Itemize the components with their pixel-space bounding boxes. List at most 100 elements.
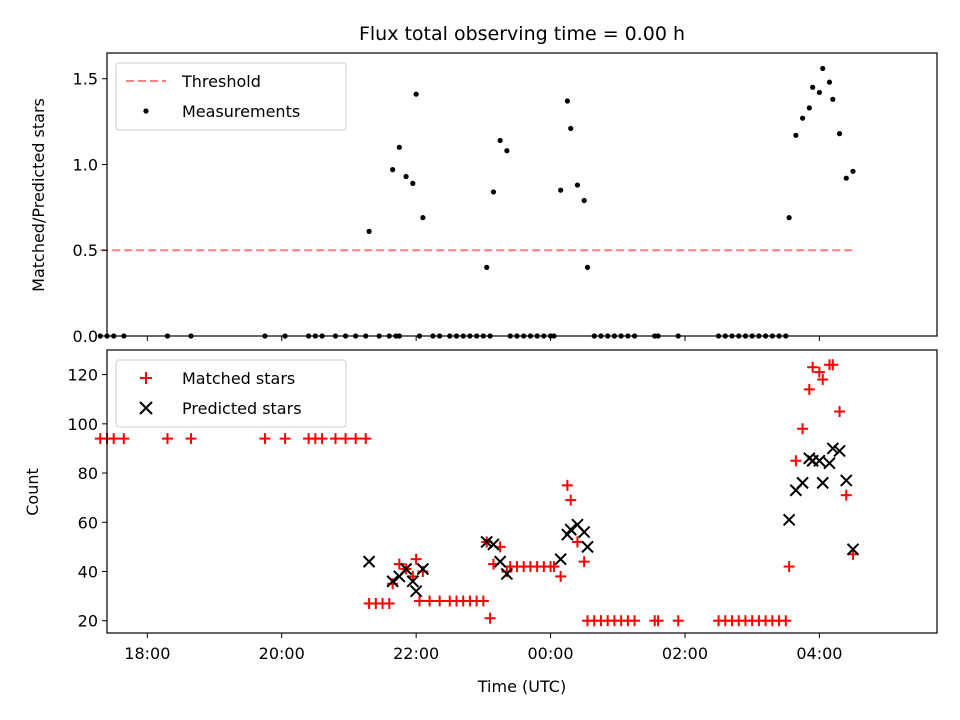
measurement-point <box>410 180 416 186</box>
top-y-tick-label: 1.0 <box>73 155 98 174</box>
bottom-x-tick-label: 18:00 <box>124 644 170 663</box>
measurement-point <box>396 144 402 150</box>
matched-star-point <box>484 612 496 624</box>
matched-star-point <box>360 433 372 445</box>
predicted-star-point <box>816 476 829 490</box>
top-y-tick-label: 0.0 <box>73 327 98 346</box>
measurement-point <box>793 132 799 138</box>
predicted-star-point <box>409 584 423 598</box>
bottom-y-tick-label: 60 <box>78 513 98 532</box>
predicted-star-point <box>796 476 809 490</box>
bottom-x-ticks: 18:00 20:00 22:00 00:00 02:00 04:00 <box>124 633 842 663</box>
measurement-point <box>806 105 812 111</box>
matched-star-point <box>813 366 825 378</box>
matched-star-point <box>161 433 173 445</box>
matched-star-point <box>548 561 560 573</box>
matched-star-point <box>393 558 405 570</box>
legend-matched-swatch <box>140 372 152 384</box>
predicted-star-point <box>782 513 796 527</box>
matched-star-point <box>340 433 352 445</box>
bottom-x-tick-label: 00:00 <box>528 644 574 663</box>
top-y-tick-label: 1.5 <box>73 70 98 89</box>
matched-star-point <box>629 615 641 627</box>
bottom-legend: Matched stars Predicted stars <box>115 359 347 428</box>
measurement-point <box>816 89 822 96</box>
top-y-tick-label: 0.5 <box>73 241 98 260</box>
bottom-x-tick-label: 02:00 <box>662 644 708 663</box>
matched-star-point <box>477 595 489 607</box>
top-legend: Threshold Measurements <box>115 62 347 131</box>
measurement-point <box>558 187 564 193</box>
matched-star-point <box>561 479 573 491</box>
matched-star-point <box>316 433 328 445</box>
predicted-star-point <box>493 555 507 568</box>
bottom-y-axis-label: Count <box>23 468 42 516</box>
measurement-point <box>484 264 490 270</box>
predicted-star-point <box>846 543 860 556</box>
measurement-point <box>786 215 792 221</box>
matched-star-point <box>797 423 809 435</box>
measurement-point <box>497 137 503 144</box>
matched-star-point <box>350 433 362 445</box>
measurement-point <box>584 264 591 270</box>
measurement-point <box>574 182 581 188</box>
matched-star-point <box>652 615 664 627</box>
measurement-point <box>581 197 587 204</box>
matched-star-point <box>383 597 395 609</box>
top-y-axis-label: Matched/Predicted stars <box>29 98 48 292</box>
bottom-plot-marks <box>94 359 860 627</box>
legend-predicted-label: Predicted stars <box>182 399 302 418</box>
legend-measurements-label: Measurements <box>182 102 300 121</box>
bottom-x-axis-label: Time (UTC) <box>477 677 566 696</box>
matched-star-point <box>434 595 446 607</box>
bottom-x-tick-label: 20:00 <box>259 644 305 663</box>
measurement-point <box>826 79 833 85</box>
measurement-point <box>820 65 826 72</box>
bottom-y-tick-label: 100 <box>67 415 98 434</box>
bottom-y-tick-label: 120 <box>67 366 98 385</box>
predicted-star-point <box>564 523 577 536</box>
bottom-y-tick-label: 40 <box>78 562 98 581</box>
top-y-ticks: 0.0 0.5 1.0 1.5 <box>73 70 107 346</box>
bottom-y-tick-label: 80 <box>78 464 98 483</box>
measurement-point <box>564 98 570 104</box>
matched-star-point <box>672 615 684 627</box>
bottom-x-tick-label: 04:00 <box>796 644 842 663</box>
matched-star-point <box>817 374 829 386</box>
measurement-point <box>490 189 497 195</box>
measurement-point <box>97 333 103 339</box>
measurement-point <box>413 91 419 97</box>
matched-star-point <box>780 615 792 627</box>
legend-matched-label: Matched stars <box>182 369 295 388</box>
measurement-point <box>420 215 426 221</box>
bottom-legend-box <box>115 359 347 428</box>
matched-star-point <box>807 361 819 373</box>
measurement-point <box>850 168 856 174</box>
predicted-star-point <box>833 444 846 458</box>
predicted-star-point <box>500 567 514 581</box>
matched-star-point <box>571 536 583 548</box>
predicted-star-point <box>554 552 567 566</box>
matched-star-point <box>279 433 291 445</box>
legend-measurements-swatch <box>143 108 149 114</box>
matched-star-point <box>783 561 795 573</box>
bottom-x-tick-label: 22:00 <box>393 644 439 663</box>
matched-star-point <box>790 455 802 467</box>
top-x-ticks <box>146 336 820 341</box>
matched-star-point <box>424 595 436 607</box>
measurement-point <box>568 125 574 132</box>
predicted-star-point <box>581 540 594 554</box>
matched-star-point <box>555 570 567 582</box>
predicted-star-point <box>406 575 419 588</box>
chart-title: Flux total observing time = 0.00 h <box>359 23 685 45</box>
predicted-star-point <box>577 525 591 539</box>
measurement-point <box>843 175 849 181</box>
measurement-point <box>810 84 816 90</box>
predicted-star-point <box>399 562 413 576</box>
measurement-point <box>504 148 510 154</box>
matched-star-point <box>185 433 197 445</box>
predicted-star-point <box>386 575 399 588</box>
predicted-star-point <box>416 562 430 576</box>
matched-star-point <box>414 595 426 607</box>
